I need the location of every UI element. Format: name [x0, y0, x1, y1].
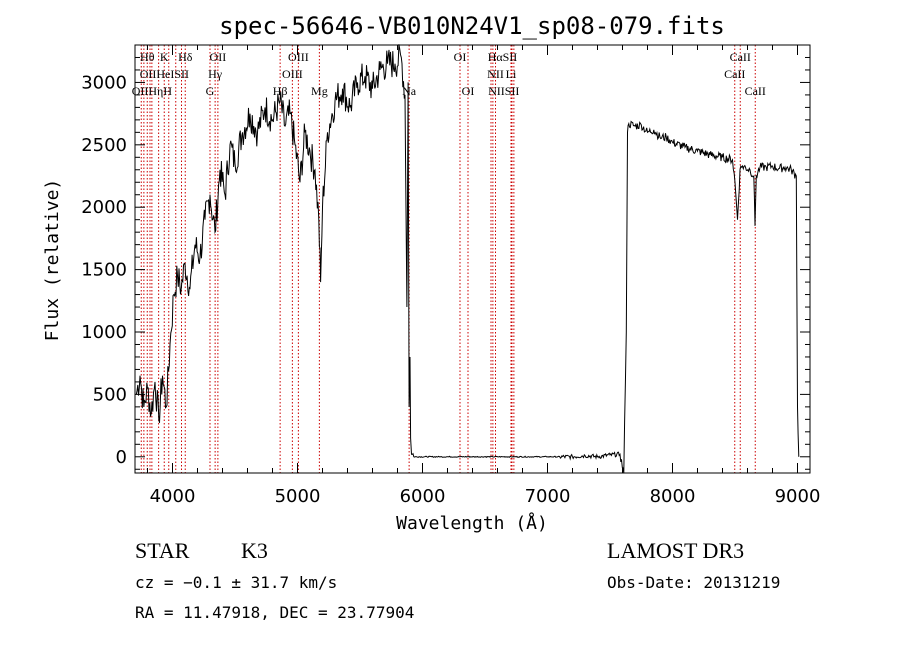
object-subclass: K3 [241, 538, 268, 563]
line-labels: Hθ K Hδ OII OIII OI HαSII CaII OIIHeISII Hγ OIII NI… [132, 50, 766, 98]
y-axis-label: Flux (relative) [42, 179, 63, 342]
line-label: CaII [745, 84, 766, 98]
y-tick-label: 3000 [81, 72, 127, 93]
y-axis: 0 500 1000 1500 2000 2500 3000 [81, 44, 810, 470]
x-tick-label: 6000 [400, 486, 446, 507]
x-axis-label: Wavelength (Å) [396, 512, 548, 534]
line-label: CaII [730, 50, 751, 64]
line-label: Li [506, 67, 517, 81]
x-tick-label: 7000 [525, 486, 571, 507]
x-tick-label: 4000 [150, 486, 196, 507]
y-tick-label: 1500 [81, 260, 127, 281]
x-tick-label: 5000 [275, 486, 321, 507]
y-tick-label: 2500 [81, 135, 127, 156]
line-label: Hγ [208, 67, 223, 81]
line-label: Mg [311, 84, 328, 98]
line-label: CaII [724, 67, 745, 81]
line-label: Hδ [178, 50, 193, 64]
observation-date: Obs-Date: 20131219 [607, 573, 781, 592]
line-label: Hβ [273, 84, 288, 98]
line-label: OIII [282, 67, 303, 81]
y-tick-label: 1000 [81, 322, 127, 343]
line-label: OIIHηH [132, 84, 173, 98]
survey-name: LAMOST DR3 [607, 538, 745, 563]
redshift-velocity: cz = −0.1 ± 31.7 km/s [135, 573, 338, 592]
spectrum-series [135, 44, 800, 474]
line-label: HαSII [488, 50, 518, 64]
line-markers [140, 45, 756, 473]
y-tick-label: 500 [93, 384, 127, 405]
line-label: OIII [288, 50, 309, 64]
line-label: G [206, 84, 215, 98]
object-class: STAR [135, 538, 190, 563]
line-label: Hθ [140, 50, 155, 64]
x-tick-label: 8000 [650, 486, 696, 507]
y-tick-label: 0 [116, 447, 127, 468]
line-label: OI [454, 50, 467, 64]
line-label: OI [462, 84, 475, 98]
sky-coordinates: RA = 11.47918, DEC = 23.77904 [135, 603, 415, 622]
line-label: OII [210, 50, 227, 64]
line-label: NIISII [488, 84, 519, 98]
line-label: OIIHeISII [140, 67, 189, 81]
line-label: NII [487, 67, 504, 81]
spectrum-line [135, 44, 800, 474]
y-tick-label: 2000 [81, 197, 127, 218]
x-axis: 4000 5000 6000 7000 8000 9000 [147, 45, 821, 507]
line-label: Na [402, 84, 417, 98]
x-tick-label: 9000 [775, 486, 821, 507]
spectrum-chart: spec-56646-VB010N24V1_sp08-079.fits 4000… [42, 12, 821, 534]
plot-frame [134, 44, 811, 474]
line-label: K [160, 50, 169, 64]
chart-title: spec-56646-VB010N24V1_sp08-079.fits [219, 12, 725, 40]
